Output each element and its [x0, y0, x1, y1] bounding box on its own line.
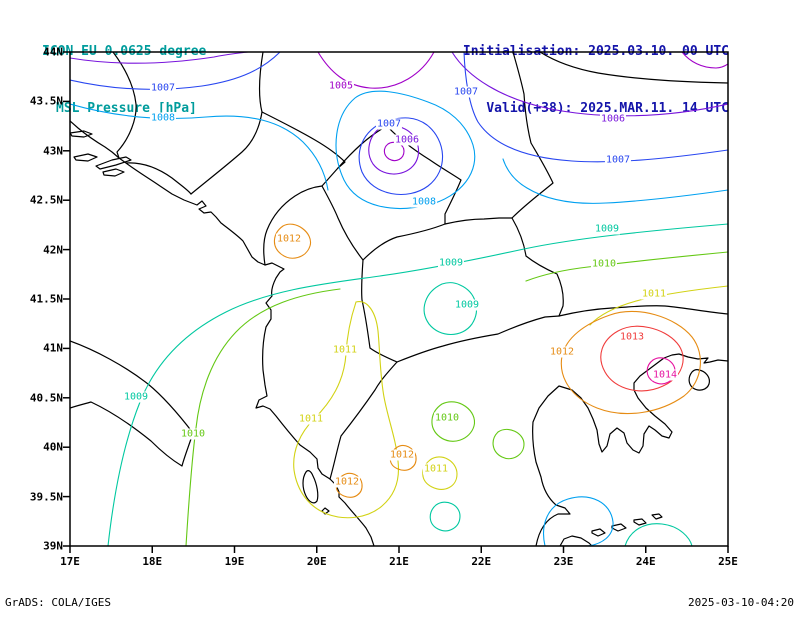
contour-group-1007 [70, 52, 728, 196]
x-axis-label: 25E [718, 555, 738, 568]
coastline-adriatic-west [70, 120, 375, 546]
island-evia-north [559, 535, 593, 546]
contour-group-1014 [646, 357, 676, 385]
border-montenegro-kosovo [321, 167, 339, 187]
contour-label: 1011 [422, 463, 450, 475]
contour-label: 1009 [593, 223, 621, 235]
valid-time: Valid(+38): 2025.MAR.11. 14 UTC [486, 101, 729, 116]
island-skopelos [611, 523, 627, 532]
border-danube-bulgaria-romania [539, 52, 728, 84]
y-axis-label: 41.5N [29, 292, 63, 306]
contour-label: 1012 [275, 233, 303, 245]
y-axis-label: 41N [43, 341, 63, 355]
y-axis-label: 43N [43, 144, 63, 158]
creation-timestamp: 2025-03-10-04:20 [688, 596, 794, 609]
y-axis-label: 42N [43, 243, 63, 257]
coastline-aegean-east [532, 353, 728, 546]
grads-credit: GrADS: COLA/IGES [5, 596, 111, 609]
y-axis-label: 44N [43, 45, 63, 59]
contour-group-1011 [293, 285, 728, 519]
contour-label: 1005 [327, 80, 355, 92]
contour-label: 1014 [651, 369, 679, 381]
contour-label: 1007 [604, 154, 632, 166]
border-macedonia-greece [396, 315, 560, 363]
border-bosnia-montenegro [190, 111, 263, 195]
contour-label: 1008 [410, 196, 438, 208]
x-axis-label: 24E [635, 555, 656, 568]
border-montenegro-albania [263, 185, 323, 266]
island-korcula [73, 153, 98, 162]
contour-group-1013 [600, 325, 684, 392]
x-axis-label: 23E [553, 555, 574, 568]
contour-label: 1010 [433, 412, 461, 424]
contour-label: 1011 [640, 288, 668, 300]
contour-lines [70, 52, 728, 546]
contour-label: 1012 [388, 449, 416, 461]
y-axis-label: 40N [43, 440, 63, 454]
contour-label: 1009 [437, 257, 465, 269]
x-axis-label: 19E [224, 555, 245, 568]
contour-group-1012 [273, 223, 701, 498]
y-axis-label: 42.5N [29, 193, 63, 207]
island-thasos [688, 369, 710, 391]
island-corfu [302, 470, 319, 504]
contour-label: 1007 [375, 118, 403, 130]
border-albania-greece [329, 361, 398, 480]
x-axis-label: 18E [142, 555, 163, 568]
contour-label: 1006 [393, 134, 421, 146]
contour-label: 1011 [297, 413, 325, 425]
island-sporades-small [651, 513, 663, 520]
island-alonnisos [633, 518, 647, 526]
y-axis-label: 39N [43, 539, 63, 553]
contour-label: 1012 [548, 346, 576, 358]
contour-label: 1006 [599, 113, 627, 125]
map-frame [69, 51, 729, 547]
border-kosovo-serbia [337, 125, 462, 225]
y-axis-label: 40.5N [29, 391, 63, 405]
x-axis-label: 22E [471, 555, 492, 568]
contour-label: 1010 [590, 258, 618, 270]
island-hvar [70, 130, 93, 138]
island-mljet [102, 168, 125, 177]
contour-label: 1010 [179, 428, 207, 440]
border-kosovo-albania [321, 185, 364, 261]
contour-group-1008 [70, 90, 728, 546]
coastline-italy-heel [70, 340, 194, 467]
axis-ticks [63, 51, 729, 553]
border-serbia-bulgaria [511, 52, 554, 219]
contour-label: 1011 [331, 344, 359, 356]
x-axis-label: 17E [60, 555, 80, 568]
border-albania-macedonia [360, 259, 398, 363]
x-axis-label: 20E [306, 555, 327, 568]
contour-label: 1009 [122, 391, 150, 403]
contour-label: 1009 [453, 299, 481, 311]
border-bosnia-croatia-south [125, 162, 192, 195]
contour-label: 1013 [618, 331, 646, 343]
border-kosovo-macedonia [362, 223, 446, 261]
border-bulgaria-greece [558, 305, 728, 317]
y-axis-label: 39.5N [29, 490, 63, 504]
contour-label: 1012 [333, 476, 361, 488]
contour-group-1009 [107, 223, 728, 546]
border-serbia-montenegro [261, 111, 346, 169]
y-axis-label: 43.5N [29, 94, 63, 108]
island-paxos [321, 507, 330, 515]
contour-label: 1007 [149, 82, 177, 94]
island-skiathos [591, 528, 606, 537]
peninsula-peljesac [95, 156, 132, 170]
x-axis-label: 21E [389, 555, 409, 568]
border-bosnia-serbia-drina [258, 52, 264, 113]
contour-label: 1008 [149, 112, 177, 124]
contour-label: 1007 [452, 86, 480, 98]
border-croatia-bosnia [112, 52, 137, 159]
coastlines-and-borders [70, 52, 728, 546]
contour-group-1005 [317, 52, 728, 162]
border-macedonia-serbia [444, 217, 513, 225]
border-macedonia-bulgaria [511, 217, 564, 317]
